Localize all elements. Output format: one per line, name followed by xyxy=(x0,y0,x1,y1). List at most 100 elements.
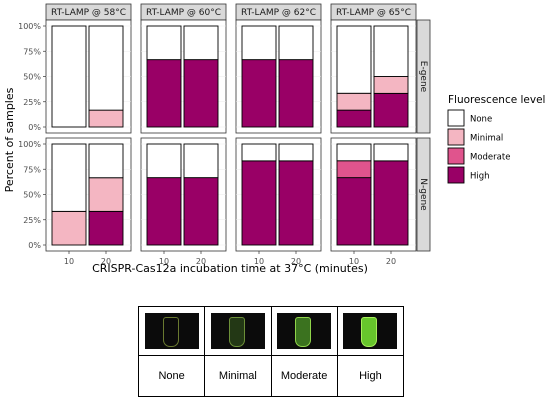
bar-segment-none xyxy=(373,25,409,77)
facet-strip-rt-lamp-60-c: RT-LAMP @ 60°C xyxy=(140,3,227,21)
panel-e-gene-rt-lamp-58-c xyxy=(45,19,132,134)
bar-segment-moderate xyxy=(336,160,372,179)
y-tick-label: 0% xyxy=(28,241,41,250)
facet-strip-rt-lamp-58-c: RT-LAMP @ 58°C xyxy=(45,3,132,21)
bar-segment-none xyxy=(183,25,219,61)
bar-segment-minimal xyxy=(51,210,87,246)
bar-segment-high xyxy=(146,59,182,128)
bar-segment-high xyxy=(241,160,277,246)
key-image-moderate xyxy=(270,306,338,356)
bar-segment-high xyxy=(336,177,372,246)
bar-segment-none xyxy=(88,25,124,111)
legend-item-high: High xyxy=(447,166,490,184)
bar-segment-none xyxy=(278,143,314,162)
facet-strip-label: N-gene xyxy=(418,178,428,211)
bar-segment-high xyxy=(146,177,182,246)
panel-e-gene-rt-lamp-65-c xyxy=(330,19,417,134)
facet-strip-rt-lamp-65-c: RT-LAMP @ 65°C xyxy=(330,3,417,21)
y-tick-label: 100% xyxy=(18,140,41,149)
bar-segment-high xyxy=(241,59,277,128)
x-tick-label: 10 xyxy=(64,257,74,266)
y-tick-label: 25% xyxy=(23,98,41,107)
panel-n-gene-rt-lamp-58-c xyxy=(45,137,132,252)
legend-label: Moderate xyxy=(470,153,510,163)
facet-strip-label: E-gene xyxy=(418,61,428,93)
bar-segment-minimal xyxy=(88,109,124,128)
key-label-none: None xyxy=(137,355,206,397)
bar-segment-none xyxy=(336,143,372,162)
x-tick-label: 10 xyxy=(349,257,359,266)
facet-strip-label: RT-LAMP @ 58°C xyxy=(51,8,126,18)
bar-segment-none xyxy=(88,143,124,179)
legend-label: High xyxy=(470,172,490,182)
panel-e-gene-rt-lamp-60-c xyxy=(140,19,227,134)
bar-segment-none xyxy=(183,143,219,179)
bar-segment-high xyxy=(278,59,314,128)
y-tick-label: 75% xyxy=(23,47,41,56)
legend-swatch xyxy=(447,109,465,127)
legend-item-minimal: Minimal xyxy=(447,128,503,146)
bar-segment-none xyxy=(146,143,182,179)
facet-strip-e-gene: E-gene xyxy=(416,19,431,134)
panel-n-gene-rt-lamp-60-c xyxy=(140,137,227,252)
tube-image-high xyxy=(343,313,398,349)
facet-strip-n-gene: N-gene xyxy=(416,137,431,252)
key-label-minimal: Minimal xyxy=(204,355,272,397)
x-axis-title: CRISPR-Cas12a incubation time at 37°C (m… xyxy=(92,262,368,275)
bar-segment-high xyxy=(183,177,219,246)
panel-e-gene-rt-lamp-62-c xyxy=(235,19,322,134)
legend: Fluorescence level None Minimal Moderate Hi… xyxy=(447,94,545,184)
tube-image-none xyxy=(144,313,199,349)
bar-segment-high xyxy=(183,59,219,128)
legend-title: Fluorescence level xyxy=(448,94,545,106)
bar-segment-none xyxy=(373,143,409,162)
key-label-moderate: Moderate xyxy=(270,355,338,397)
bar-segment-high xyxy=(278,160,314,246)
bar-segment-none xyxy=(51,25,87,128)
x-tick-label: 10 xyxy=(159,257,169,266)
bar-segment-minimal xyxy=(88,177,124,212)
bar-segment-minimal xyxy=(336,92,372,111)
tube-image-minimal xyxy=(210,313,265,349)
bar-segment-none xyxy=(146,25,182,61)
faceted-stacked-bar-chart: RT-LAMP @ 58°C RT-LAMP @ 60°C RT-LAMP @ 62… xyxy=(3,3,545,275)
legend-swatch xyxy=(447,147,465,165)
bar-segment-none xyxy=(241,25,277,61)
x-tick-label: 20 xyxy=(386,257,396,266)
key-label-high: High xyxy=(336,355,405,397)
x-tick-label: 10 xyxy=(254,257,264,266)
y-tick-label: 25% xyxy=(23,216,41,225)
y-axis-title: Percent of samples xyxy=(3,87,16,192)
facet-strip-label: RT-LAMP @ 62°C xyxy=(241,8,316,18)
fluorescence-key-table: None Minimal Moderate High xyxy=(137,306,405,397)
bar-segment-high xyxy=(373,160,409,246)
legend-item-none: None xyxy=(447,109,492,127)
x-tick-label: 20 xyxy=(291,257,301,266)
bar-segment-none xyxy=(51,143,87,212)
y-tick-label: 0% xyxy=(28,123,41,132)
y-tick-label: 100% xyxy=(18,22,41,31)
facet-strip-rt-lamp-62-c: RT-LAMP @ 62°C xyxy=(235,3,322,21)
x-tick-label: 20 xyxy=(101,257,111,266)
bar-segment-none xyxy=(241,143,277,162)
legend-label: Minimal xyxy=(470,134,503,144)
legend-item-moderate: Moderate xyxy=(447,147,510,165)
bar-segment-none xyxy=(278,25,314,61)
x-tick-label: 20 xyxy=(196,257,206,266)
y-tick-label: 50% xyxy=(23,191,41,200)
facet-strip-label: RT-LAMP @ 60°C xyxy=(146,8,221,18)
bar-segment-high xyxy=(88,210,124,246)
bar-segment-high xyxy=(336,109,372,128)
key-image-high xyxy=(336,306,405,356)
y-tick-label: 75% xyxy=(23,165,41,174)
panel-n-gene-rt-lamp-62-c xyxy=(235,137,322,252)
bar-segment-high xyxy=(373,92,409,128)
panel-n-gene-rt-lamp-65-c xyxy=(330,137,417,252)
legend-label: None xyxy=(470,115,492,125)
legend-swatch xyxy=(447,128,465,146)
bar-segment-minimal xyxy=(373,76,409,94)
facet-strip-label: RT-LAMP @ 65°C xyxy=(336,8,411,18)
key-image-minimal xyxy=(204,306,272,356)
bar-segment-none xyxy=(336,25,372,94)
tube-image-moderate xyxy=(277,313,332,349)
